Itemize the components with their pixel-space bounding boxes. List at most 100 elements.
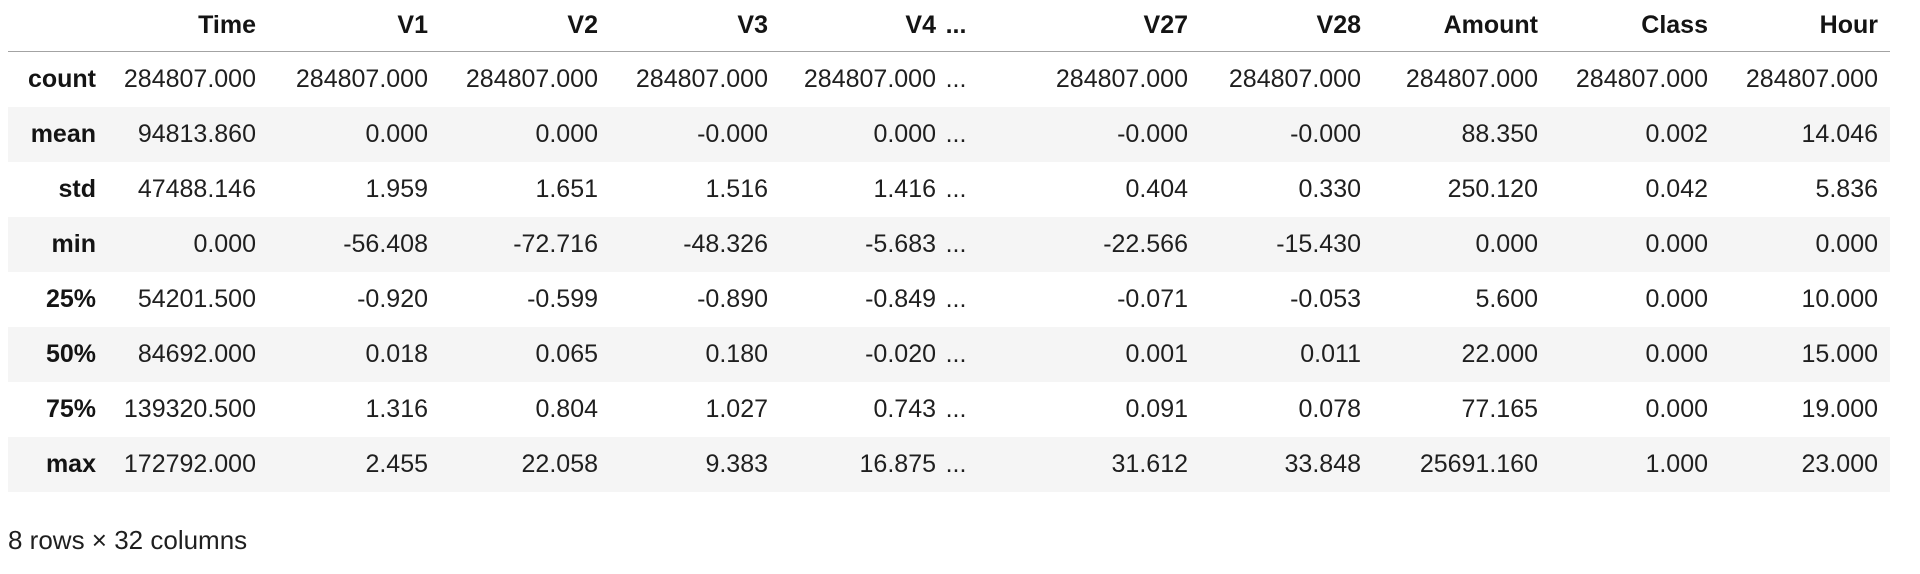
value-cell: 0.404 — [1125, 175, 1188, 203]
table-row-50pct: 50% 84692.000 0.018 0.065 0.180 -0.020... 0.00… — [8, 327, 1890, 382]
value-cell: 0.091 — [1125, 395, 1188, 423]
column-header-v1: V1 — [256, 0, 428, 52]
value-cell: 1.027 — [705, 395, 768, 423]
value-cell: -0.849 — [865, 285, 936, 313]
value-cell: 22.058 — [521, 450, 598, 478]
ellipsis-cell: ... — [945, 65, 967, 93]
value-cell: 14.046 — [1801, 120, 1878, 148]
value-cell: 284807.000 — [295, 65, 428, 93]
table-dimensions: 8 rows × 32 columns — [8, 525, 248, 555]
value-cell: -15.430 — [1276, 230, 1361, 258]
value-cell: 1.516 — [705, 175, 768, 203]
ellipsis-cell: ... — [945, 450, 967, 478]
value-cell: 284807.000 — [1228, 65, 1361, 93]
value-cell: -0.599 — [527, 285, 598, 313]
value-cell: 0.000 — [193, 230, 256, 258]
value-cell: -48.326 — [683, 230, 768, 258]
column-header-v4: V4 — [768, 0, 936, 52]
value-cell: 0.743 — [873, 395, 936, 423]
value-cell: 0.000 — [1645, 285, 1708, 313]
ellipsis-cell: ... — [945, 175, 967, 203]
value-cell: 172792.000 — [123, 450, 256, 478]
row-label: mean — [30, 120, 96, 148]
ellipsis-cell: ... — [945, 340, 967, 368]
value-cell: 0.000 — [1645, 395, 1708, 423]
table-row-count: count 284807.000 284807.000 284807.000 28480… — [8, 52, 1890, 108]
row-label-header — [8, 0, 96, 52]
value-cell: 284807.000 — [1055, 65, 1188, 93]
value-cell: 33.848 — [1284, 450, 1361, 478]
column-header-class: Class — [1538, 0, 1708, 52]
table-row-max: max 172792.000 2.455 22.058 9.383 16.875... 31… — [8, 437, 1890, 492]
value-cell: 94813.860 — [137, 120, 256, 148]
value-cell: 284807.000 — [123, 65, 256, 93]
table-body: count 284807.000 284807.000 284807.000 28480… — [8, 52, 1890, 492]
value-cell: 0.000 — [1475, 230, 1538, 258]
value-cell: 284807.000 — [1745, 65, 1878, 93]
value-cell: -5.683 — [865, 230, 936, 258]
value-cell: 0.042 — [1645, 175, 1708, 203]
value-cell: 0.002 — [1645, 120, 1708, 148]
value-cell: 0.804 — [535, 395, 598, 423]
value-cell: -0.920 — [357, 285, 428, 313]
table-row-25pct: 25% 54201.500 -0.920 -0.599 -0.890 -0.849... -… — [8, 272, 1890, 327]
value-cell: 54201.500 — [137, 285, 256, 313]
ellipsis-cell: ... — [945, 120, 967, 148]
value-cell: 0.000 — [1645, 340, 1708, 368]
value-cell: 16.875 — [859, 450, 936, 478]
value-cell: 25691.160 — [1419, 450, 1538, 478]
value-cell: 23.000 — [1801, 450, 1878, 478]
value-cell: 0.018 — [365, 340, 428, 368]
value-cell: -0.000 — [697, 120, 768, 148]
value-cell: -72.716 — [513, 230, 598, 258]
value-cell: 250.120 — [1447, 175, 1538, 203]
column-header-v28: V28 — [1188, 0, 1361, 52]
value-cell: 1.651 — [535, 175, 598, 203]
value-cell: -0.890 — [697, 285, 768, 313]
value-cell: 284807.000 — [1405, 65, 1538, 93]
value-cell: 84692.000 — [137, 340, 256, 368]
row-label: std — [58, 175, 97, 203]
value-cell: 77.165 — [1461, 395, 1538, 423]
table-row-mean: mean 94813.860 0.000 0.000 -0.000 0.000... -0.… — [8, 107, 1890, 162]
column-header-hour: Hour — [1708, 0, 1890, 52]
row-label: 50% — [45, 340, 96, 368]
value-cell: 1.959 — [365, 175, 428, 203]
row-label: max — [45, 450, 96, 478]
describe-table: Time V1 V2 V3 V4... V27 V28 Amount Class Hour cou… — [8, 0, 1890, 492]
value-cell: 0.000 — [1645, 230, 1708, 258]
value-cell: 0.011 — [1300, 340, 1361, 368]
value-cell: 0.330 — [1298, 175, 1361, 203]
value-cell: 139320.500 — [123, 395, 256, 423]
value-cell: 284807.000 — [465, 65, 598, 93]
value-cell: 0.000 — [365, 120, 428, 148]
value-cell: 22.000 — [1461, 340, 1538, 368]
value-cell: 0.065 — [535, 340, 598, 368]
table-row-std: std 47488.146 1.959 1.651 1.516 1.416... 0.404… — [8, 162, 1890, 217]
value-cell: 5.836 — [1815, 175, 1878, 203]
table-row-75pct: 75% 139320.500 1.316 0.804 1.027 0.743... 0.09… — [8, 382, 1890, 437]
column-header-time: Time — [96, 0, 256, 52]
value-cell: -0.000 — [1117, 120, 1188, 148]
value-cell: 5.600 — [1475, 285, 1538, 313]
value-cell: 0.001 — [1125, 340, 1188, 368]
value-cell: 0.078 — [1298, 395, 1361, 423]
value-cell: 284807.000 — [635, 65, 768, 93]
value-cell: -22.566 — [1103, 230, 1188, 258]
dataframe-output: Time V1 V2 V3 V4... V27 V28 Amount Class Hour cou… — [8, 0, 1890, 555]
value-cell: 1.000 — [1645, 450, 1708, 478]
row-label: min — [51, 230, 96, 258]
value-cell: -0.053 — [1290, 285, 1361, 313]
ellipsis-cell: ... — [945, 230, 967, 258]
value-cell: 10.000 — [1801, 285, 1878, 313]
row-label: 75% — [45, 395, 96, 423]
value-cell: -0.071 — [1117, 285, 1188, 313]
column-header-v3: V3 — [598, 0, 768, 52]
column-header-v27: V27 — [976, 0, 1188, 52]
ellipsis-cell: ... — [945, 395, 967, 423]
value-cell: 47488.146 — [137, 175, 256, 203]
table-head: Time V1 V2 V3 V4... V27 V28 Amount Class Hour — [8, 0, 1890, 52]
value-cell: 1.416 — [873, 175, 936, 203]
row-label: count — [27, 65, 96, 93]
value-cell: 0.000 — [535, 120, 598, 148]
